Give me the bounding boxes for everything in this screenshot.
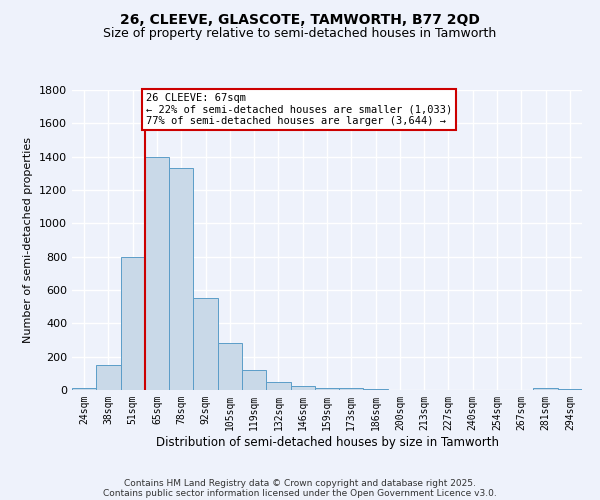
X-axis label: Distribution of semi-detached houses by size in Tamworth: Distribution of semi-detached houses by … xyxy=(155,436,499,448)
Bar xyxy=(266,382,290,390)
Bar xyxy=(193,298,218,390)
Bar xyxy=(290,386,315,390)
Bar xyxy=(242,370,266,390)
Bar xyxy=(558,389,582,390)
Bar xyxy=(121,256,145,390)
Text: 26 CLEEVE: 67sqm
← 22% of semi-detached houses are smaller (1,033)
77% of semi-d: 26 CLEEVE: 67sqm ← 22% of semi-detached … xyxy=(146,93,452,126)
Text: Contains public sector information licensed under the Open Government Licence v3: Contains public sector information licen… xyxy=(103,488,497,498)
Bar xyxy=(364,389,388,390)
Y-axis label: Number of semi-detached properties: Number of semi-detached properties xyxy=(23,137,34,343)
Bar xyxy=(96,365,121,390)
Text: 26, CLEEVE, GLASCOTE, TAMWORTH, B77 2QD: 26, CLEEVE, GLASCOTE, TAMWORTH, B77 2QD xyxy=(120,12,480,26)
Bar xyxy=(218,342,242,390)
Bar xyxy=(145,156,169,390)
Bar xyxy=(315,388,339,390)
Bar xyxy=(533,388,558,390)
Text: Size of property relative to semi-detached houses in Tamworth: Size of property relative to semi-detach… xyxy=(103,28,497,40)
Text: Contains HM Land Registry data © Crown copyright and database right 2025.: Contains HM Land Registry data © Crown c… xyxy=(124,478,476,488)
Bar xyxy=(339,388,364,390)
Bar xyxy=(169,168,193,390)
Bar xyxy=(72,388,96,390)
